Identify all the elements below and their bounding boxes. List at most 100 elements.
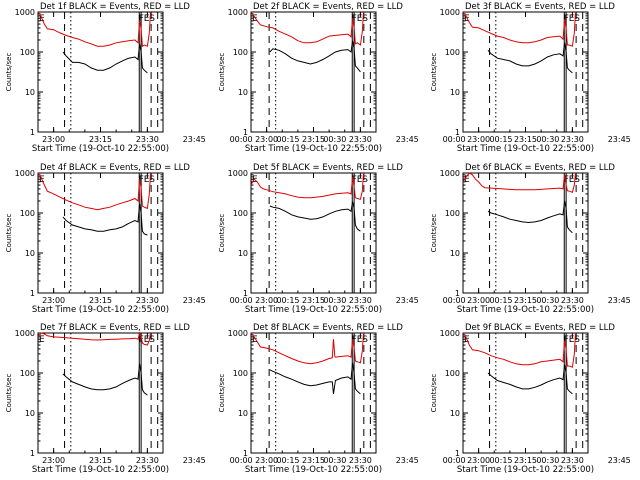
x-tick-label: 23:30	[136, 296, 159, 305]
series-line-events	[487, 42, 573, 74]
y-tick-label: 10	[25, 249, 35, 258]
flag-label-e: E	[464, 175, 470, 185]
flag-label-fe: FE	[352, 14, 363, 24]
x-tick-label: 00:00	[230, 456, 253, 465]
x-tick-label: 23:45	[608, 296, 631, 305]
x-tick-label: 00:00	[443, 135, 466, 144]
x-tick-label: 23:45	[183, 456, 206, 465]
series-line-lld	[37, 11, 151, 48]
y-tick-label: 1	[243, 289, 248, 298]
flag-label-fe: FE	[352, 335, 363, 345]
series-line-events	[62, 203, 148, 236]
x-axis-label: Start Time (19-Oct-10 22:55:00)	[245, 144, 382, 154]
y-tick-label: 1	[243, 449, 248, 458]
plot-frame	[250, 332, 377, 454]
detector-panel-1f: Det 1f BLACK = Events, RED = LLD 1 10 100 10…	[5, 2, 346, 154]
series-line-events	[269, 40, 361, 73]
y-tick-label: 100	[233, 369, 248, 378]
x-tick-label: 23:00	[42, 456, 65, 465]
y-tick-label: 1	[30, 289, 35, 298]
x-tick-label: 23:30	[561, 135, 584, 144]
x-tick-label: 23:15	[89, 296, 112, 305]
detector-panel-8f: Det 8f BLACK = Events, RED = LLD11010010…	[218, 323, 559, 475]
panel-title: Det 3f BLACK = Events, RED = LLD	[465, 2, 615, 12]
flag-label-s: S	[362, 335, 368, 345]
x-tick-label: 23:30	[561, 456, 584, 465]
x-tick-label: 00:00	[230, 135, 253, 144]
x-tick-label: 00:00	[443, 296, 466, 305]
detector-panel-4f: Det 4f BLACK = Events, RED = LLD 1 10 100 10…	[5, 163, 346, 315]
panel-title: Det 1f BLACK = Events, RED = LLD	[40, 2, 190, 12]
x-tick-label: 00:30	[323, 456, 346, 465]
x-tick-label: 00:15	[489, 135, 512, 144]
panel-title: Det 9f BLACK = Events, RED = LLD	[465, 323, 615, 333]
panel-title: Det 8f BLACK = Events, RED = LLD	[253, 323, 403, 333]
y-axis-label: Counts/sec	[218, 214, 226, 253]
x-tick-label: 23:15	[302, 456, 325, 465]
x-tick-label: 00:15	[489, 296, 512, 305]
x-tick-label: 00:30	[536, 296, 559, 305]
x-axis-label: Start Time (19-Oct-10 22:55:00)	[245, 305, 382, 315]
series-line-lld	[250, 332, 364, 365]
y-tick-label: 1000	[228, 8, 248, 17]
flag-label-s: S	[574, 335, 580, 345]
y-tick-label: 10	[238, 409, 248, 418]
x-tick-label: 23:45	[183, 296, 206, 305]
flag-label-fe: FE	[139, 14, 150, 24]
flag-label-fe: FE	[352, 175, 363, 185]
series-line-lld	[250, 11, 364, 46]
y-tick-label: 100	[445, 369, 460, 378]
x-tick-label: 23:30	[349, 296, 372, 305]
x-tick-label: 23:15	[89, 135, 112, 144]
panel-title: Det 4f BLACK = Events, RED = LLD	[40, 163, 190, 173]
series-line-lld	[462, 11, 576, 47]
detector-panel-2f: Det 2f BLACK = Events, RED = LLD 1 10 100 10…	[218, 2, 559, 154]
detector-panel-9f: Det 9f BLACK = Events, RED = LLD 1 10 100 10…	[430, 323, 631, 475]
panel-title: Det 5f BLACK = Events, RED = LLD	[253, 163, 403, 173]
y-tick-label: 1000	[15, 329, 35, 338]
x-tick-label: 23:15	[514, 456, 537, 465]
series-line-lld	[37, 331, 151, 346]
y-axis-label: Counts/sec	[5, 214, 13, 253]
plot-frame	[462, 332, 589, 454]
y-tick-label: 1	[455, 449, 460, 458]
x-tick-label: 23:45	[183, 135, 206, 144]
y-tick-label: 100	[20, 369, 35, 378]
series-line-lld	[250, 172, 364, 200]
x-tick-label: 00:15	[489, 456, 512, 465]
y-tick-label: 1	[455, 128, 460, 137]
x-tick-label: 23:30	[561, 296, 584, 305]
x-tick-label: 23:45	[396, 456, 419, 465]
x-tick-label: 23:45	[396, 296, 419, 305]
x-axis-label: Start Time (19-Oct-10 22:55:00)	[457, 305, 594, 315]
panel-title: Det 2f BLACK = Events, RED = LLD	[253, 2, 403, 12]
y-tick-label: 1000	[15, 8, 35, 17]
flag-label-s: S	[574, 14, 580, 24]
y-tick-label: 100	[233, 48, 248, 57]
x-tick-label: 23:15	[302, 135, 325, 144]
flag-label-s: S	[149, 335, 155, 345]
y-tick-label: 10	[25, 88, 35, 97]
x-axis-label: Start Time (19-Oct-10 22:55:00)	[32, 144, 169, 154]
series-line-lld	[462, 332, 576, 368]
y-tick-label: 10	[450, 88, 460, 97]
panel-title: Det 7f BLACK = Events, RED = LLD	[40, 323, 190, 333]
y-tick-label: 1000	[228, 169, 248, 178]
y-tick-label: 100	[20, 209, 35, 218]
flag-label-s: S	[149, 14, 155, 24]
flag-label-s: S	[149, 175, 155, 185]
flag-label-e: E	[39, 335, 45, 345]
y-tick-label: 1	[30, 128, 35, 137]
series-line-lld	[462, 172, 576, 193]
y-tick-label: 10	[25, 409, 35, 418]
x-tick-label: 23:00	[42, 296, 65, 305]
panel-title: Det 6f BLACK = Events, RED = LLD	[465, 163, 615, 173]
x-tick-label: 00:15	[276, 456, 299, 465]
plot-frame	[462, 11, 589, 133]
y-tick-label: 1	[455, 289, 460, 298]
flag-label-fe: FE	[139, 335, 150, 345]
flag-label-fe: FE	[564, 14, 575, 24]
series-line-events	[269, 201, 361, 232]
flag-label-e: E	[252, 14, 258, 24]
x-tick-label: 23:45	[396, 135, 419, 144]
